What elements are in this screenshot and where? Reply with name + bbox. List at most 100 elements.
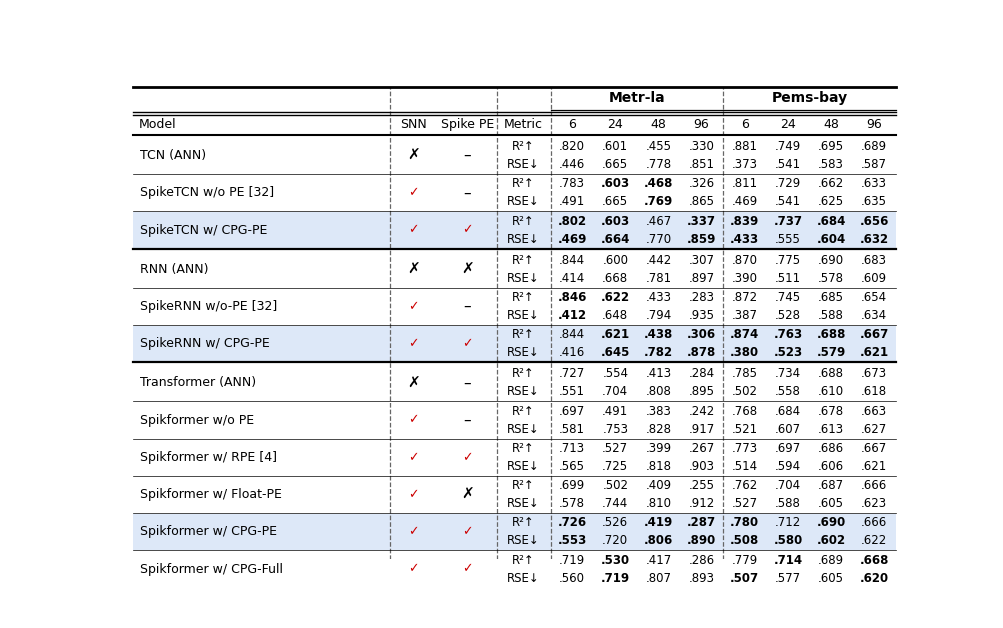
Text: .527: .527 bbox=[731, 497, 757, 510]
Text: .719: .719 bbox=[600, 571, 629, 585]
Text: .610: .610 bbox=[817, 386, 844, 398]
Text: .383: .383 bbox=[645, 404, 671, 418]
Text: ✗: ✗ bbox=[407, 376, 420, 391]
Text: .526: .526 bbox=[602, 516, 628, 529]
Text: R²↑: R²↑ bbox=[512, 178, 535, 190]
Text: R²↑: R²↑ bbox=[512, 291, 535, 304]
Text: .720: .720 bbox=[602, 534, 628, 547]
Text: .502: .502 bbox=[602, 479, 628, 492]
Text: RSE↓: RSE↓ bbox=[507, 195, 540, 208]
Text: .802: .802 bbox=[557, 215, 586, 228]
Text: .620: .620 bbox=[859, 571, 888, 585]
Text: .330: .330 bbox=[688, 140, 714, 153]
Text: .648: .648 bbox=[602, 309, 628, 322]
Text: .656: .656 bbox=[859, 215, 888, 228]
Text: .433: .433 bbox=[645, 291, 671, 304]
Text: .603: .603 bbox=[600, 215, 629, 228]
Text: .810: .810 bbox=[645, 497, 671, 510]
Text: ✓: ✓ bbox=[408, 300, 418, 313]
Text: .607: .607 bbox=[774, 423, 800, 436]
Text: Spikformer w/ Float-PE: Spikformer w/ Float-PE bbox=[139, 488, 281, 501]
Text: Transformer (ANN): Transformer (ANN) bbox=[139, 376, 256, 389]
Text: 24: 24 bbox=[779, 118, 795, 131]
Text: .699: .699 bbox=[559, 479, 585, 492]
Text: .844: .844 bbox=[559, 254, 585, 267]
Text: –: – bbox=[463, 185, 470, 200]
Text: .690: .690 bbox=[817, 254, 844, 267]
Text: .645: .645 bbox=[600, 346, 629, 359]
Text: .828: .828 bbox=[645, 423, 671, 436]
Text: .416: .416 bbox=[559, 346, 585, 359]
Text: .413: .413 bbox=[645, 367, 671, 381]
Text: .729: .729 bbox=[774, 178, 800, 190]
Text: .704: .704 bbox=[774, 479, 800, 492]
Text: .337: .337 bbox=[686, 215, 715, 228]
Text: 96: 96 bbox=[693, 118, 709, 131]
Text: .893: .893 bbox=[688, 571, 714, 585]
Text: .663: .663 bbox=[861, 404, 887, 418]
Text: .768: .768 bbox=[731, 404, 757, 418]
Text: SpikeTCN w/o PE [32]: SpikeTCN w/o PE [32] bbox=[139, 187, 274, 199]
Text: .734: .734 bbox=[774, 367, 800, 381]
Text: ✓: ✓ bbox=[408, 526, 418, 538]
Text: ✗: ✗ bbox=[460, 262, 473, 277]
Text: .580: .580 bbox=[772, 534, 801, 547]
Text: .514: .514 bbox=[731, 460, 757, 473]
Text: ✓: ✓ bbox=[461, 563, 472, 576]
Text: ✓: ✓ bbox=[461, 526, 472, 538]
Text: Metr-la: Metr-la bbox=[608, 91, 665, 106]
Text: R²↑: R²↑ bbox=[512, 254, 535, 267]
Text: .502: .502 bbox=[731, 386, 757, 398]
Text: .284: .284 bbox=[688, 367, 714, 381]
Text: R²↑: R²↑ bbox=[512, 516, 535, 529]
Text: 6: 6 bbox=[568, 118, 576, 131]
Text: .600: .600 bbox=[602, 254, 628, 267]
Text: .583: .583 bbox=[817, 158, 844, 171]
Text: .664: .664 bbox=[600, 232, 629, 246]
Text: RSE↓: RSE↓ bbox=[507, 497, 540, 510]
Text: RNN (ANN): RNN (ANN) bbox=[139, 263, 208, 276]
Text: .697: .697 bbox=[559, 404, 585, 418]
Text: .528: .528 bbox=[774, 309, 800, 322]
Text: 96: 96 bbox=[866, 118, 882, 131]
Text: .668: .668 bbox=[602, 272, 628, 284]
Text: Spikformer w/ CPG-PE: Spikformer w/ CPG-PE bbox=[139, 526, 276, 538]
Text: ✓: ✓ bbox=[408, 187, 418, 199]
Text: .778: .778 bbox=[645, 158, 671, 171]
Text: .897: .897 bbox=[688, 272, 714, 284]
Text: .541: .541 bbox=[774, 158, 800, 171]
Text: .683: .683 bbox=[861, 254, 887, 267]
Text: .625: .625 bbox=[817, 195, 844, 208]
Text: ✓: ✓ bbox=[408, 337, 418, 350]
Text: .527: .527 bbox=[602, 442, 628, 455]
Text: .713: .713 bbox=[559, 442, 585, 455]
Text: .763: .763 bbox=[772, 328, 801, 341]
Text: R²↑: R²↑ bbox=[512, 140, 535, 153]
Text: .565: .565 bbox=[559, 460, 585, 473]
Text: .446: .446 bbox=[559, 158, 585, 171]
Text: .390: .390 bbox=[731, 272, 757, 284]
Text: .684: .684 bbox=[774, 404, 800, 418]
Text: .287: .287 bbox=[686, 516, 715, 529]
Text: RSE↓: RSE↓ bbox=[507, 272, 540, 284]
Text: .917: .917 bbox=[688, 423, 714, 436]
Text: .326: .326 bbox=[688, 178, 714, 190]
Text: .726: .726 bbox=[557, 516, 586, 529]
Text: .872: .872 bbox=[731, 291, 757, 304]
Text: .606: .606 bbox=[817, 460, 844, 473]
Text: .780: .780 bbox=[729, 516, 758, 529]
Text: .634: .634 bbox=[861, 309, 887, 322]
Text: R²↑: R²↑ bbox=[512, 404, 535, 418]
Text: R²↑: R²↑ bbox=[512, 367, 535, 381]
Text: .635: .635 bbox=[861, 195, 887, 208]
Text: ✓: ✓ bbox=[408, 224, 418, 237]
Text: .588: .588 bbox=[774, 497, 800, 510]
Text: .783: .783 bbox=[559, 178, 585, 190]
Text: .688: .688 bbox=[815, 328, 845, 341]
Text: .621: .621 bbox=[861, 460, 887, 473]
Text: .749: .749 bbox=[774, 140, 800, 153]
Text: .662: .662 bbox=[817, 178, 844, 190]
Text: .267: .267 bbox=[688, 442, 714, 455]
Text: TCN (ANN): TCN (ANN) bbox=[139, 149, 206, 162]
Text: .737: .737 bbox=[772, 215, 801, 228]
